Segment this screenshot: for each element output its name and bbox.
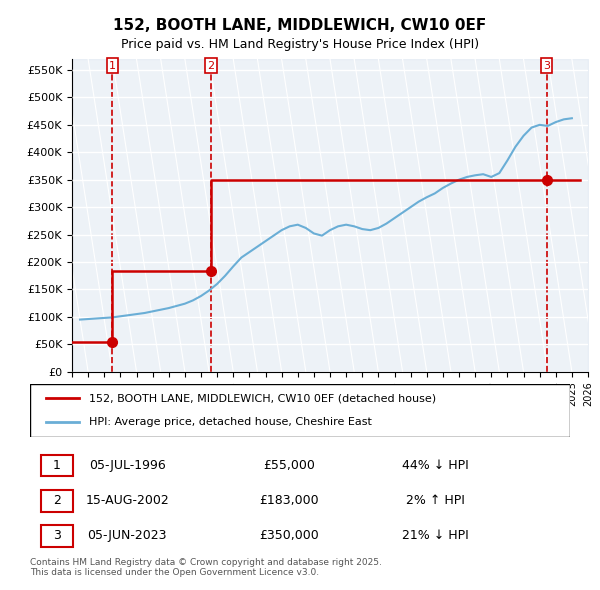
Text: 152, BOOTH LANE, MIDDLEWICH, CW10 0EF: 152, BOOTH LANE, MIDDLEWICH, CW10 0EF xyxy=(113,18,487,32)
Text: £350,000: £350,000 xyxy=(259,529,319,542)
Text: Price paid vs. HM Land Registry's House Price Index (HPI): Price paid vs. HM Land Registry's House … xyxy=(121,38,479,51)
Text: Contains HM Land Registry data © Crown copyright and database right 2025.
This d: Contains HM Land Registry data © Crown c… xyxy=(30,558,382,577)
Text: HPI: Average price, detached house, Cheshire East: HPI: Average price, detached house, Ches… xyxy=(89,417,372,427)
Text: 2: 2 xyxy=(208,61,215,71)
FancyBboxPatch shape xyxy=(30,384,570,437)
Text: 21% ↓ HPI: 21% ↓ HPI xyxy=(401,529,469,542)
Text: 2% ↑ HPI: 2% ↑ HPI xyxy=(406,494,464,507)
Text: 15-AUG-2002: 15-AUG-2002 xyxy=(85,494,169,507)
FancyBboxPatch shape xyxy=(41,490,73,512)
Text: 44% ↓ HPI: 44% ↓ HPI xyxy=(401,460,469,473)
Text: 1: 1 xyxy=(53,460,61,473)
Text: 3: 3 xyxy=(543,61,550,71)
Text: 05-JUL-1996: 05-JUL-1996 xyxy=(89,460,166,473)
Text: 152, BOOTH LANE, MIDDLEWICH, CW10 0EF (detached house): 152, BOOTH LANE, MIDDLEWICH, CW10 0EF (d… xyxy=(89,394,437,404)
Text: £55,000: £55,000 xyxy=(263,460,315,473)
FancyBboxPatch shape xyxy=(41,525,73,546)
Text: £183,000: £183,000 xyxy=(259,494,319,507)
Text: 3: 3 xyxy=(53,529,61,542)
FancyBboxPatch shape xyxy=(41,455,73,477)
Text: 1: 1 xyxy=(109,61,116,71)
Text: 05-JUN-2023: 05-JUN-2023 xyxy=(88,529,167,542)
Text: 2: 2 xyxy=(53,494,61,507)
